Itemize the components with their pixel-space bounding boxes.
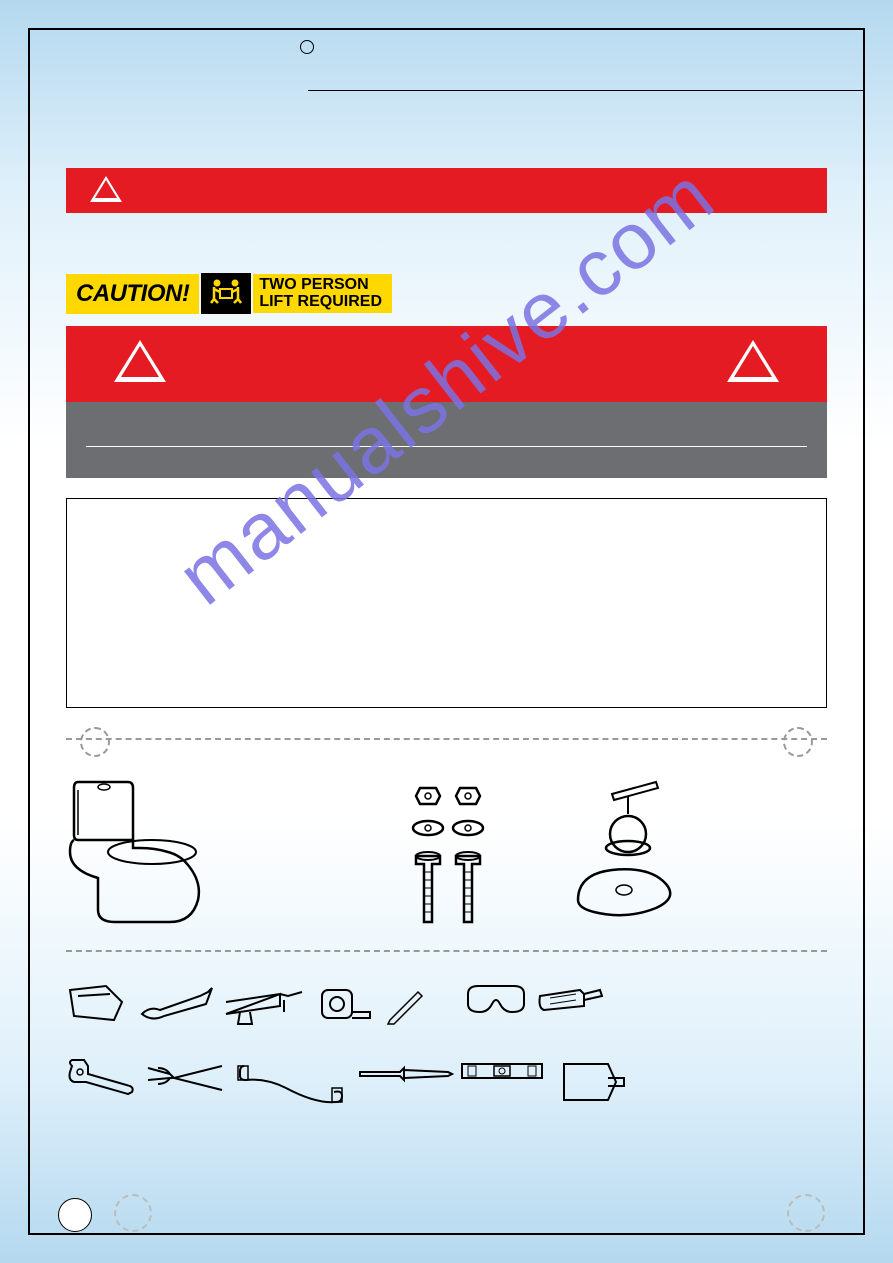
tape-measure-icon xyxy=(318,982,374,1026)
caution-block: CAUTION! TWO PERSON LIFT REQUIRED xyxy=(66,273,827,314)
warning-bar-1: ! xyxy=(66,168,827,213)
gray-bar-rule xyxy=(86,446,807,447)
page-number-circle xyxy=(58,1198,92,1232)
warning-bar-2: ! ! xyxy=(66,326,827,402)
toilet-icon xyxy=(60,780,205,930)
pliers-icon xyxy=(144,1058,228,1098)
dashed-circle-right xyxy=(783,727,813,757)
warning-icon: ! xyxy=(90,176,122,202)
caulk-gun-icon xyxy=(220,982,310,1026)
dashed-divider xyxy=(66,738,827,740)
tools-row-2 xyxy=(66,1058,827,1116)
page-content: ! CAUTION! TWO PERSON LIFT REQUIRED ! ! xyxy=(28,28,865,1235)
two-person-lift-icon xyxy=(201,273,251,314)
gray-heading-bar xyxy=(66,402,827,478)
registered-mark-circle xyxy=(300,40,314,54)
parts-row xyxy=(66,770,827,940)
caution-line2: LIFT REQUIRED xyxy=(259,294,382,311)
warning-icon-right: ! xyxy=(727,340,779,382)
caution-line1: TWO PERSON xyxy=(259,277,382,294)
header-rule xyxy=(308,90,865,91)
putty-knife-icon xyxy=(558,1058,628,1108)
bolts-hardware-icon xyxy=(396,784,506,934)
pencil-icon xyxy=(384,982,428,1026)
bolt-cap-icon xyxy=(576,780,706,920)
ghost-circle-bottom-right xyxy=(787,1194,825,1232)
supply-line-icon xyxy=(236,1058,346,1112)
adjustable-wrench-icon xyxy=(66,1058,136,1098)
safety-glasses-icon xyxy=(464,982,528,1018)
level-icon xyxy=(460,1058,544,1084)
sealant-tube-icon xyxy=(136,982,216,1026)
warning-icon-left: ! xyxy=(114,340,166,382)
caution-text: TWO PERSON LIFT REQUIRED xyxy=(253,274,392,314)
cloth-icon xyxy=(66,982,126,1026)
caution-label: CAUTION! xyxy=(66,274,199,314)
utility-knife-icon xyxy=(536,982,606,1018)
screwdriver-icon xyxy=(356,1058,456,1092)
dashed-circle-left xyxy=(80,727,110,757)
tools-row-1 xyxy=(66,982,827,1040)
dashed-divider-2 xyxy=(66,950,827,952)
ghost-circle-bottom-left xyxy=(114,1194,152,1232)
tips-box xyxy=(66,498,827,708)
